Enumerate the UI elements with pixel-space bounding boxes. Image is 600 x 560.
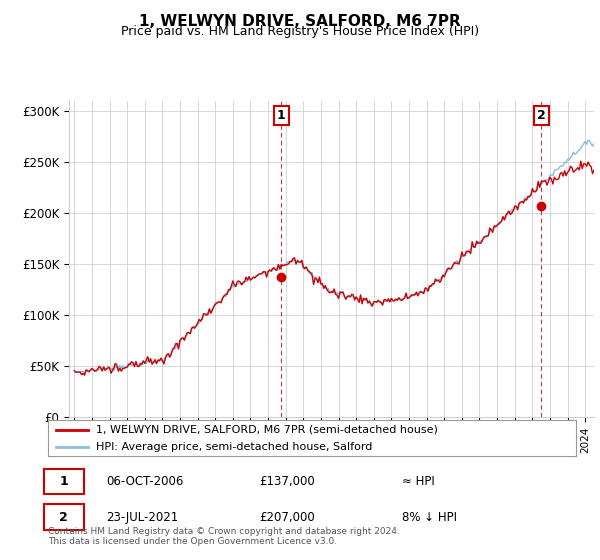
FancyBboxPatch shape bbox=[44, 505, 84, 530]
Text: Price paid vs. HM Land Registry's House Price Index (HPI): Price paid vs. HM Land Registry's House … bbox=[121, 25, 479, 38]
Text: £137,000: £137,000 bbox=[259, 475, 315, 488]
Text: 1: 1 bbox=[59, 475, 68, 488]
Text: 2: 2 bbox=[59, 511, 68, 524]
Text: 2: 2 bbox=[537, 109, 545, 122]
Text: 1, WELWYN DRIVE, SALFORD, M6 7PR: 1, WELWYN DRIVE, SALFORD, M6 7PR bbox=[139, 14, 461, 29]
Text: 8% ↓ HPI: 8% ↓ HPI bbox=[402, 511, 457, 524]
Text: ≈ HPI: ≈ HPI bbox=[402, 475, 434, 488]
Text: 23-JUL-2021: 23-JUL-2021 bbox=[106, 511, 178, 524]
Text: 1, WELWYN DRIVE, SALFORD, M6 7PR (semi-detached house): 1, WELWYN DRIVE, SALFORD, M6 7PR (semi-d… bbox=[95, 425, 437, 435]
Text: 06-OCT-2006: 06-OCT-2006 bbox=[106, 475, 184, 488]
Text: 1: 1 bbox=[277, 109, 286, 122]
Text: Contains HM Land Registry data © Crown copyright and database right 2024.
This d: Contains HM Land Registry data © Crown c… bbox=[48, 526, 400, 546]
FancyBboxPatch shape bbox=[44, 469, 84, 494]
Text: HPI: Average price, semi-detached house, Salford: HPI: Average price, semi-detached house,… bbox=[95, 442, 372, 451]
Text: £207,000: £207,000 bbox=[259, 511, 315, 524]
